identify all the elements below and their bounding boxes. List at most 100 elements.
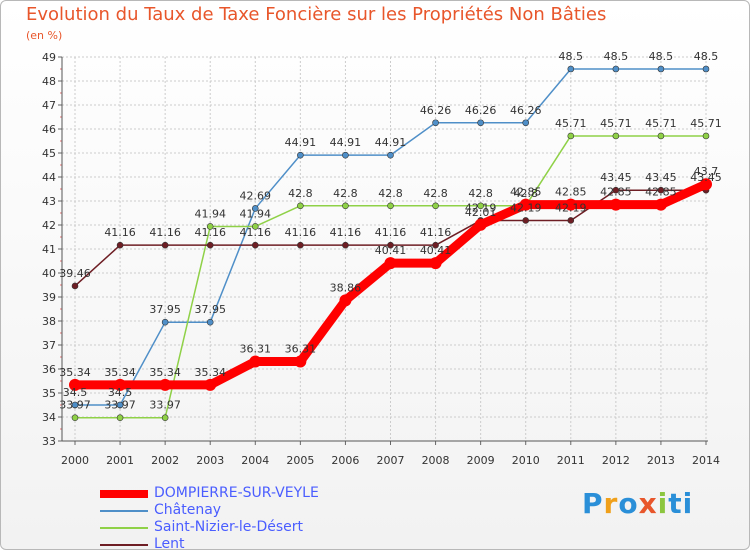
- x-tick-label: 2006: [331, 454, 359, 467]
- data-label: 43.45: [690, 171, 722, 184]
- data-point: [477, 202, 484, 210]
- data-point: [161, 318, 169, 326]
- y-tick-label: 46: [42, 123, 56, 136]
- data-label: 38.86: [330, 281, 362, 294]
- data-point: [116, 414, 124, 422]
- data-point: [71, 282, 79, 290]
- data-point: [159, 378, 172, 391]
- data-point: [161, 241, 169, 249]
- x-tick-label: 2012: [602, 454, 630, 467]
- data-point: [612, 65, 620, 73]
- data-label: 48.5: [559, 50, 584, 63]
- data-label: 35.34: [149, 366, 181, 379]
- y-tick-label: 44: [42, 171, 56, 184]
- data-label: 48.5: [694, 50, 719, 63]
- data-label: 45.71: [690, 117, 722, 130]
- x-tick-label: 2011: [557, 454, 585, 467]
- data-label: 41.16: [240, 226, 272, 239]
- data-label: 45.71: [645, 117, 677, 130]
- data-label: 43.45: [600, 171, 632, 184]
- data-label: 48.5: [649, 50, 674, 63]
- y-tick-label: 34: [42, 411, 56, 424]
- x-tick-label: 2009: [467, 454, 495, 467]
- logo-letter: r: [603, 487, 619, 520]
- data-point: [342, 202, 349, 210]
- data-point: [387, 151, 394, 159]
- data-label: 41.94: [194, 207, 226, 220]
- data-label: 37.95: [194, 303, 226, 316]
- data-label: 42.01: [465, 206, 497, 219]
- data-label: 43.7: [694, 165, 719, 178]
- data-point: [522, 119, 530, 127]
- data-label: 36.31: [285, 343, 317, 356]
- data-point: [567, 65, 575, 73]
- logo-letter: P: [582, 487, 604, 520]
- data-point: [71, 414, 79, 422]
- data-label: 37.95: [149, 303, 181, 316]
- x-tick-label: 2001: [106, 454, 134, 467]
- data-label: 33.97: [59, 399, 91, 412]
- data-point: [114, 378, 127, 391]
- data-label: 40.41: [375, 244, 407, 257]
- data-point: [249, 355, 262, 368]
- y-tick-label: 37: [42, 339, 56, 352]
- data-point: [161, 414, 169, 422]
- data-point: [297, 202, 304, 210]
- x-tick-label: 2004: [241, 454, 269, 467]
- data-point: [294, 355, 307, 368]
- data-point: [522, 217, 530, 224]
- data-point: [297, 241, 304, 249]
- x-tick-label: 2010: [512, 454, 540, 467]
- legend-label: Châtenay: [154, 502, 222, 518]
- data-point: [432, 241, 439, 249]
- proxiti-logo: Proxiti: [582, 487, 693, 520]
- chart-title: Evolution du Taux de Taxe Foncière sur l…: [26, 4, 607, 25]
- data-point: [702, 65, 710, 73]
- x-tick-label: 2013: [647, 454, 675, 467]
- data-point: [567, 132, 575, 140]
- data-label: 46.26: [420, 104, 452, 117]
- data-point: [387, 202, 394, 210]
- y-tick-label: 43: [42, 195, 56, 208]
- logo-letter: o: [618, 487, 639, 520]
- data-label: 41.94: [240, 207, 272, 220]
- data-point: [609, 198, 622, 211]
- y-tick-label: 40: [42, 267, 56, 280]
- chart-plot: 33 34 35 36 37 38 39 40 41 42 43 44 45 46 47 48 49 2000 20…: [42, 50, 722, 467]
- data-label: 42.8: [378, 187, 403, 200]
- data-label: 45.71: [555, 117, 587, 130]
- data-point: [477, 119, 484, 127]
- data-label: 44.91: [375, 136, 407, 149]
- data-label: 41.16: [194, 226, 226, 239]
- data-point: [657, 132, 665, 140]
- data-point: [116, 401, 124, 409]
- data-label: 42.85: [600, 186, 632, 199]
- x-tick-label: 2005: [286, 454, 314, 467]
- legend-label: DOMPIERRE-SUR-VEYLE: [154, 485, 319, 501]
- logo-letter: x: [638, 487, 658, 520]
- data-label: 41.16: [420, 226, 452, 239]
- data-label: 41.16: [285, 226, 317, 239]
- y-axis-label: (en %): [26, 29, 63, 42]
- data-label: 42.8: [333, 187, 358, 200]
- y-tick-label: 45: [42, 147, 56, 160]
- data-point: [612, 186, 620, 194]
- data-point: [251, 205, 259, 212]
- data-label: 41.16: [104, 226, 136, 239]
- data-label: 41.16: [149, 226, 181, 239]
- y-tick-label: 42: [42, 219, 56, 232]
- data-point: [206, 318, 214, 326]
- y-tick-label: 41: [42, 243, 56, 256]
- data-point: [474, 218, 487, 231]
- data-label: 42.8: [513, 187, 538, 200]
- data-label: 34.5: [63, 386, 88, 399]
- data-label: 42.8: [423, 187, 448, 200]
- data-point: [69, 378, 81, 391]
- legend-swatch: [100, 544, 148, 546]
- legend-label: Lent: [154, 536, 185, 552]
- data-point: [612, 132, 620, 140]
- data-label: 42.19: [465, 201, 497, 214]
- data-label: 43.45: [645, 171, 677, 184]
- x-tick-label: 2003: [196, 454, 224, 467]
- data-point: [654, 198, 667, 211]
